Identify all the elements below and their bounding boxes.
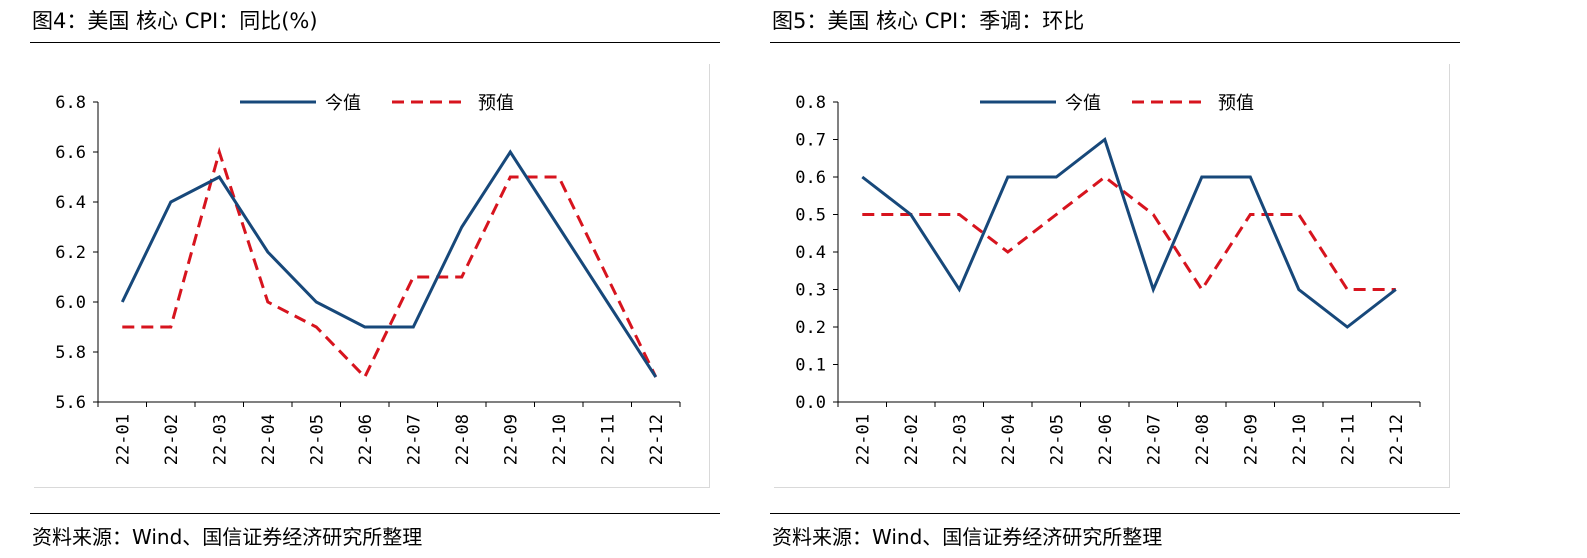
chart-frame	[34, 64, 710, 488]
x-tick-label: 22-04	[259, 414, 279, 465]
mom-line-chart: 0.0 0.1 0.2 0.3 0.4 0.5 0.6 0.7 0.8 22-01 22-02 22-…	[795, 93, 1421, 465]
x-tick-label: 22-09	[1241, 414, 1261, 465]
y-tick-label: 0.6	[795, 168, 826, 188]
figure-title: 图4：美国 核心 CPI：同比(%)	[32, 9, 318, 33]
yoy-line-chart: 5.6 5.8 6.0 6.2 6.4 6.6 6.8 22-01 22-02 22-03 22-0…	[55, 93, 681, 465]
source-divider	[30, 513, 720, 514]
x-tick-label: 22-12	[1387, 414, 1407, 465]
x-tick-label: 22-04	[999, 414, 1019, 465]
y-tick-label: 6.8	[55, 93, 86, 113]
x-tick-label: 22-01	[113, 414, 133, 465]
x-tick-label: 22-07	[1144, 414, 1164, 465]
x-tick-label: 22-05	[307, 414, 327, 465]
chart-frame	[774, 64, 1450, 488]
y-tick-label: 6.6	[55, 143, 86, 163]
x-tick-label: 22-10	[1290, 414, 1310, 465]
y-tick-label: 0.1	[795, 356, 826, 376]
y-tick-label: 0.2	[795, 318, 826, 338]
source-note: 资料来源：Wind、国信证券经济研究所整理	[772, 525, 1163, 549]
source-divider	[770, 513, 1460, 514]
x-tick-label: 22-10	[550, 414, 570, 465]
y-tick-label: 0.3	[795, 281, 826, 301]
title-divider	[30, 42, 720, 43]
x-tick-label: 22-11	[598, 414, 618, 465]
y-tick-label: 6.2	[55, 243, 86, 263]
legend-forecast-label: 预值	[1218, 93, 1254, 114]
forecast-series-line	[862, 175, 1396, 293]
x-tick-label: 22-09	[501, 414, 521, 465]
y-tick-label: 0.5	[795, 206, 826, 226]
x-tick-label: 22-05	[1047, 414, 1067, 465]
x-tick-label: 22-12	[647, 414, 667, 465]
y-tick-label: 5.8	[55, 343, 86, 363]
figure-5-panel: 图5：美国 核心 CPI：季调：环比 0.0 0.1 0.2 0.3 0.4 0.5 0.6…	[760, 0, 1460, 558]
x-tick-label: 22-08	[453, 414, 473, 465]
legend: 今值 预值	[980, 93, 1254, 114]
y-tick-label: 0.4	[795, 243, 826, 263]
legend: 今值 预值	[240, 93, 514, 114]
y-tick-label: 0.0	[795, 393, 826, 413]
legend-forecast-label: 预值	[478, 93, 514, 114]
legend-actual-label: 今值	[325, 93, 361, 114]
x-tick-label: 22-02	[902, 414, 922, 465]
x-tick-label: 22-03	[210, 414, 230, 465]
actual-series-line	[861, 137, 1397, 329]
x-tick-label: 22-06	[1096, 414, 1116, 465]
figure-title: 图5：美国 核心 CPI：季调：环比	[772, 9, 1085, 33]
x-tick-label: 22-02	[162, 414, 182, 465]
title-divider	[770, 42, 1460, 43]
figure-4-panel: 图4：美国 核心 CPI：同比(%) 5.6 5.8 6.0 6.2 6.4 6.6 6.8…	[20, 0, 720, 558]
y-tick-label: 5.6	[55, 393, 86, 413]
x-tick-label: 22-06	[356, 414, 376, 465]
source-note: 资料来源：Wind、国信证券经济研究所整理	[32, 525, 423, 549]
x-tick-label: 22-03	[950, 414, 970, 465]
actual-series-line	[120, 149, 658, 378]
legend-actual-label: 今值	[1065, 93, 1101, 114]
x-tick-label: 22-07	[404, 414, 424, 465]
y-tick-label: 6.4	[55, 193, 86, 213]
x-tick-label: 22-08	[1193, 414, 1213, 465]
y-tick-label: 0.7	[795, 131, 826, 151]
y-tick-label: 0.8	[795, 93, 826, 113]
x-tick-label: 22-01	[853, 414, 873, 465]
x-tick-label: 22-11	[1338, 414, 1358, 465]
y-tick-label: 6.0	[55, 293, 86, 313]
